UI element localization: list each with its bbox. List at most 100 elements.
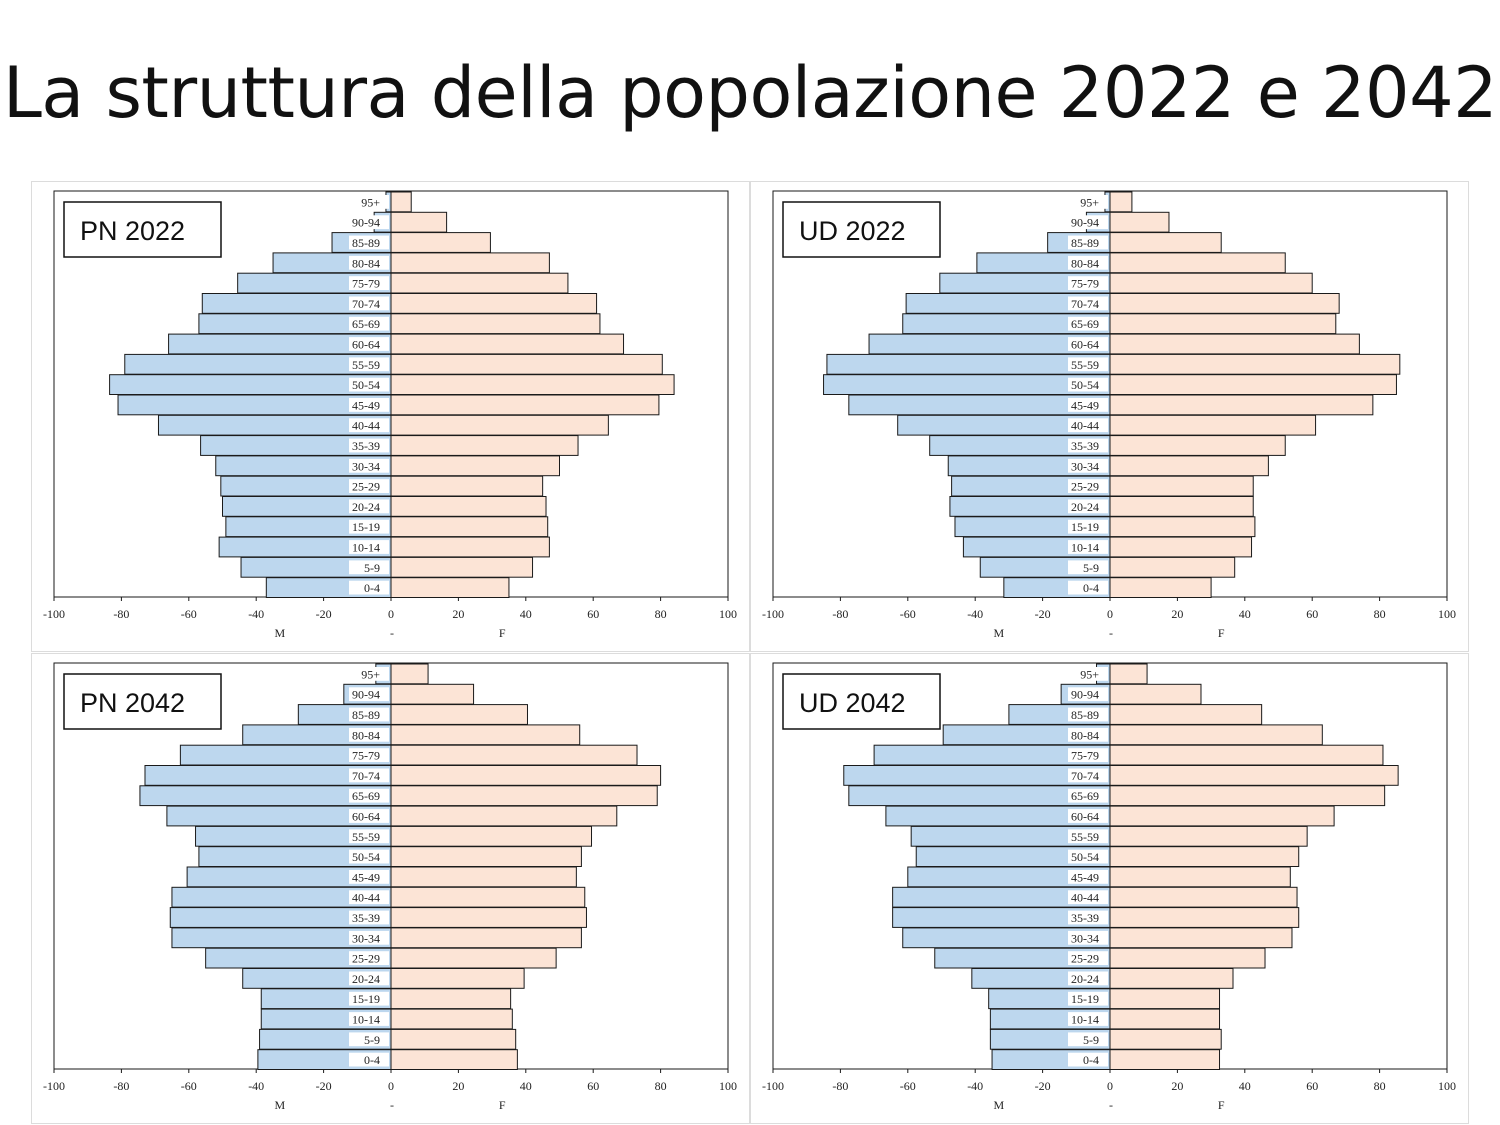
age-label-bg: [349, 195, 389, 209]
female-bar: [390, 866, 577, 888]
age-label: 85-89: [352, 236, 380, 250]
axis-label-dash: -: [390, 626, 394, 640]
age-label-bg: [349, 991, 389, 1006]
panel-label: PN 2042: [80, 688, 185, 718]
age-label: 10-14: [352, 541, 380, 555]
age-label: 35-39: [1071, 439, 1099, 453]
age-label-bg: [349, 829, 389, 844]
age-label: 55-59: [352, 358, 380, 372]
axis-label-dash: -: [390, 1098, 394, 1112]
age-label: 0-4: [1083, 1053, 1099, 1067]
female-bar: [1109, 394, 1374, 416]
age-label: 50-54: [352, 850, 380, 864]
age-label-bg: [349, 337, 389, 351]
female-bar: [390, 988, 512, 1010]
age-label-bg: [1068, 255, 1108, 270]
panel-label-box: [782, 201, 941, 258]
age-label: 50-54: [1071, 850, 1099, 864]
age-label: 20-24: [1071, 500, 1099, 514]
female-bar: [1109, 663, 1148, 685]
age-label-bg: [349, 748, 389, 762]
female-bar: [1109, 704, 1263, 725]
age-label: 45-49: [1071, 398, 1099, 412]
male-bar: [826, 353, 1111, 375]
x-tick-label: 0: [1107, 607, 1113, 621]
age-label-bg: [1068, 580, 1108, 595]
age-label-bg: [1068, 971, 1108, 986]
x-tick-label: 20: [1171, 1079, 1183, 1093]
age-label-bg: [1068, 235, 1108, 250]
female-bar: [390, 683, 475, 705]
age-label: 70-74: [1071, 769, 1099, 783]
age-label: 0-4: [1083, 581, 1099, 595]
x-tick-label: 20: [452, 1079, 464, 1093]
age-label: 45-49: [352, 870, 380, 884]
age-label: 90-94: [1071, 216, 1099, 230]
axis-label-m: M: [274, 626, 285, 640]
female-bar: [1109, 785, 1386, 807]
female-bar: [390, 968, 525, 989]
age-label-bg: [1068, 829, 1108, 844]
age-label: 85-89: [1071, 708, 1099, 722]
age-label-bg: [1068, 479, 1108, 493]
female-bar: [390, 333, 625, 355]
age-label-bg: [1068, 809, 1108, 823]
age-label: 65-69: [352, 317, 380, 331]
female-bar: [390, 846, 582, 867]
female-bar: [1109, 577, 1212, 599]
age-label-bg: [1068, 951, 1108, 965]
x-tick-label: 0: [388, 607, 394, 621]
age-label-bg: [1068, 215, 1108, 230]
age-label: 90-94: [352, 688, 380, 702]
age-label: 95+: [361, 195, 380, 209]
chart-pn-2042: 0-45-910-1415-1920-2425-2930-3435-3940-4…: [31, 653, 750, 1124]
age-label: 5-9: [364, 1033, 380, 1047]
axis-label-dash: -: [1109, 626, 1113, 640]
age-label: 25-29: [1071, 480, 1099, 494]
female-bar: [390, 663, 429, 685]
female-bar: [1109, 313, 1337, 335]
female-bar: [390, 744, 638, 766]
age-label: 15-19: [352, 992, 380, 1006]
age-label-bg: [349, 519, 389, 534]
chart-pn-2022: 0-45-910-1415-1920-2425-2930-3435-3940-4…: [31, 181, 750, 652]
female-bar: [390, 785, 658, 807]
age-label-bg: [1068, 748, 1108, 762]
age-label-bg: [349, 930, 389, 945]
age-label-bg: [1068, 870, 1108, 884]
female-bar: [1109, 455, 1269, 477]
age-label-bg: [349, 215, 389, 230]
age-label-bg: [349, 499, 389, 514]
female-bar: [390, 947, 557, 969]
age-label: 85-89: [352, 708, 380, 722]
age-label: 95+: [1080, 667, 1099, 681]
age-label-bg: [349, 707, 389, 722]
age-label: 65-69: [1071, 789, 1099, 803]
x-tick-label: 60: [1306, 607, 1318, 621]
age-label: 15-19: [1071, 520, 1099, 534]
x-tick-label: 100: [719, 607, 737, 621]
axis-label-f: F: [1218, 1098, 1225, 1112]
female-bar: [390, 907, 587, 928]
age-label-bg: [1068, 296, 1108, 311]
female-bar: [390, 455, 560, 477]
female-bar: [1109, 1028, 1222, 1050]
age-label-bg: [1068, 727, 1108, 742]
female-bar: [390, 825, 593, 847]
female-bar: [1109, 744, 1384, 766]
age-label: 55-59: [1071, 358, 1099, 372]
age-label: 0-4: [364, 581, 380, 595]
x-tick-label: -80: [113, 607, 129, 621]
female-bar: [390, 577, 510, 599]
female-bar: [390, 374, 675, 395]
age-label: 70-74: [352, 297, 380, 311]
age-label: 75-79: [352, 749, 380, 763]
female-bar: [1109, 907, 1300, 928]
x-tick-label: 40: [1239, 607, 1251, 621]
age-label-bg: [349, 438, 389, 453]
panel-label-box: [782, 673, 941, 730]
axis-label-dash: -: [1109, 1098, 1113, 1112]
age-label: 95+: [361, 667, 380, 681]
female-bar: [390, 765, 662, 786]
x-tick-label: 20: [452, 607, 464, 621]
